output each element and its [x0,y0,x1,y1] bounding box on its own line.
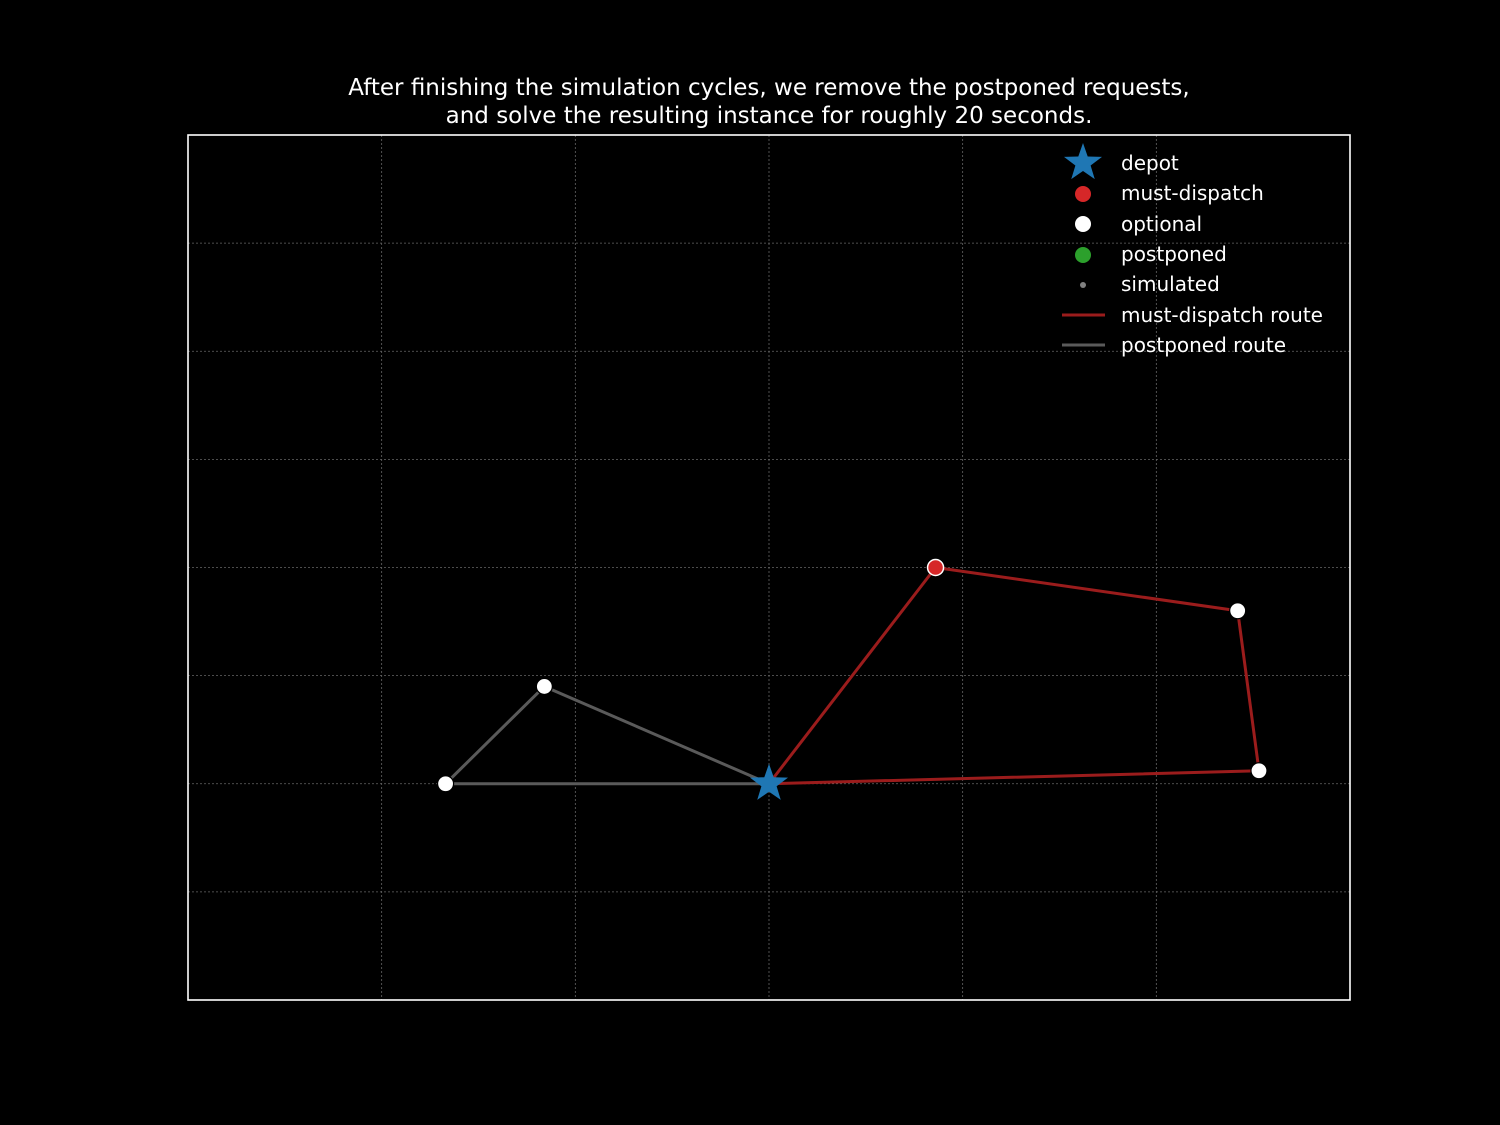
legend-marker-postponed [1075,247,1091,263]
legend-label-simulated: simulated [1121,272,1220,296]
legend-marker-optional [1075,216,1091,232]
chart-title-line-2: and solve the resulting instance for rou… [446,103,1093,129]
legend-markers [1062,143,1105,347]
legend-label-must-dispatch: must-dispatch [1121,181,1264,205]
legend-label-must-dispatch-route: must-dispatch route [1121,303,1323,327]
legend-marker-depot [1063,143,1103,180]
postponed-route-line-1 [444,684,770,786]
legend-label-optional: optional [1121,212,1202,236]
optional-point-1 [436,775,455,793]
legend-label-postponed-route: postponed route [1121,333,1286,357]
depot-star-icon [749,763,789,800]
optional-point-0 [535,677,553,696]
must-dispatch-point-0 [926,558,945,577]
legend-label-depot: depot [1121,151,1179,175]
legend-marker-must-dispatch [1075,186,1091,202]
optional-point-2 [1229,602,1247,620]
data-points [436,558,1268,800]
chart-title-line-1: After finishing the simulation cycles, w… [348,75,1189,101]
legend-marker-simulated [1080,282,1086,288]
optional-point-3 [1250,762,1268,780]
legend: depot must-dispatch optional postponed s… [1062,143,1323,357]
legend-label-postponed: postponed [1121,242,1227,266]
grid [188,135,1350,1000]
axes-frame [187,134,1351,1001]
